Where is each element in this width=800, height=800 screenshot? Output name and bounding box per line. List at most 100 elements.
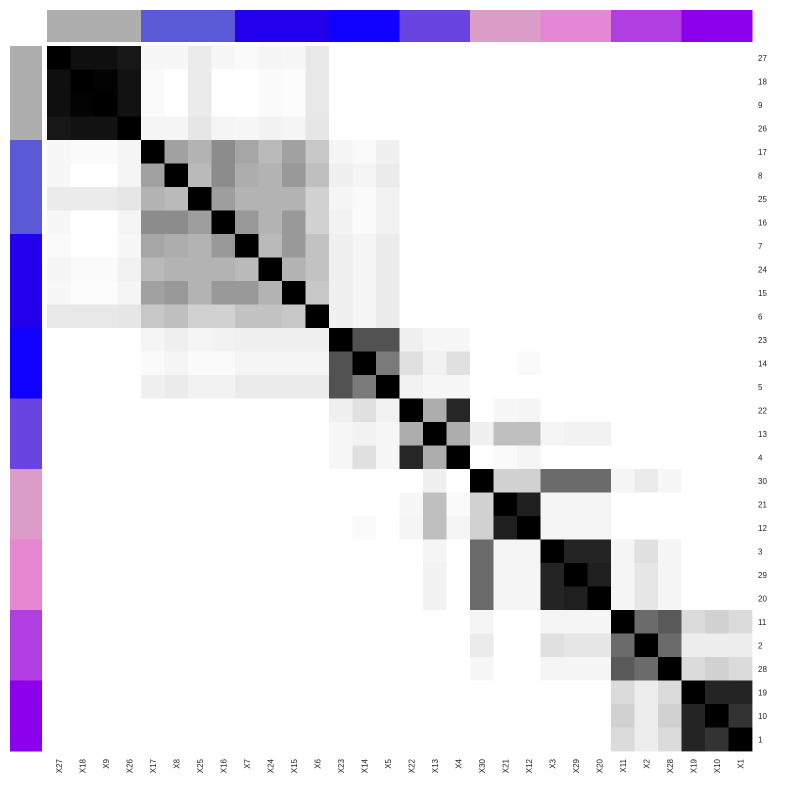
heatmap-cell bbox=[658, 586, 682, 611]
heatmap-cell bbox=[211, 210, 236, 235]
heatmap-cell bbox=[470, 422, 494, 446]
heatmap-cell bbox=[399, 610, 424, 634]
heatmap-cell bbox=[117, 281, 142, 305]
heatmap-cell bbox=[540, 375, 565, 399]
column-tick-label: X26 bbox=[125, 758, 134, 773]
heatmap-cell bbox=[188, 234, 212, 258]
heatmap-cell bbox=[188, 93, 212, 117]
heatmap-cell bbox=[540, 586, 565, 611]
heatmap-cell bbox=[164, 492, 189, 517]
heatmap-cell bbox=[235, 563, 259, 587]
heatmap-cell bbox=[141, 46, 165, 70]
heatmap-cell bbox=[705, 69, 729, 94]
heatmap-cell bbox=[141, 469, 165, 493]
heatmap-cell bbox=[681, 210, 706, 235]
heatmap-cell bbox=[399, 46, 424, 70]
heatmap-cell bbox=[517, 46, 541, 70]
heatmap-cell bbox=[329, 586, 353, 611]
heatmap-cell bbox=[517, 422, 541, 446]
heatmap-cell bbox=[329, 257, 353, 282]
heatmap-cell bbox=[305, 163, 330, 188]
heatmap-cell bbox=[634, 539, 659, 564]
heatmap-cell bbox=[705, 586, 729, 611]
heatmap-cell bbox=[728, 516, 753, 540]
heatmap-cell bbox=[446, 304, 471, 329]
heatmap-cell bbox=[634, 140, 659, 164]
heatmap-cell bbox=[376, 140, 400, 164]
heatmap-cell bbox=[399, 375, 424, 399]
heatmap-cell bbox=[376, 633, 400, 658]
heatmap-cell bbox=[587, 680, 612, 705]
heatmap-cell bbox=[305, 469, 330, 493]
heatmap-cell bbox=[141, 187, 165, 211]
heatmap-cell bbox=[376, 445, 400, 470]
heatmap-cell bbox=[70, 469, 95, 493]
heatmap-cell bbox=[587, 422, 612, 446]
row-tick-label: 11 bbox=[758, 618, 767, 627]
heatmap-cell bbox=[705, 234, 729, 258]
heatmap-cell bbox=[376, 281, 400, 305]
heatmap-cell bbox=[399, 492, 424, 517]
heatmap-cell bbox=[587, 140, 612, 164]
heatmap-cell bbox=[493, 46, 518, 70]
heatmap-cell bbox=[117, 563, 142, 587]
heatmap-cell bbox=[94, 586, 118, 611]
heatmap-cell bbox=[634, 680, 659, 705]
heatmap-cell bbox=[47, 727, 71, 752]
heatmap-cell bbox=[117, 140, 142, 164]
row-tick-label: 4 bbox=[758, 453, 763, 462]
row-tick-labels: 2718926178251672415623145221343021123292… bbox=[758, 54, 767, 745]
heatmap-cell bbox=[94, 140, 118, 164]
heatmap-cell bbox=[235, 69, 259, 94]
heatmap-cell bbox=[728, 234, 753, 258]
column-tick-label: X10 bbox=[713, 758, 722, 773]
column-tick-label: X6 bbox=[313, 758, 322, 768]
heatmap-cell bbox=[587, 375, 612, 399]
row-tick-label: 20 bbox=[758, 594, 767, 603]
heatmap-cell bbox=[728, 116, 753, 141]
heatmap-cell bbox=[611, 304, 635, 329]
heatmap-cell bbox=[117, 680, 142, 705]
heatmap-cell bbox=[352, 375, 377, 399]
heatmap-cell bbox=[305, 516, 330, 540]
heatmap-cell bbox=[329, 304, 353, 329]
heatmap-cell bbox=[329, 69, 353, 94]
heatmap-cell bbox=[728, 375, 753, 399]
heatmap-cell bbox=[423, 69, 447, 94]
heatmap-cell bbox=[540, 422, 565, 446]
heatmap-cell bbox=[376, 375, 400, 399]
heatmap-cell bbox=[423, 187, 447, 211]
heatmap-cell bbox=[681, 304, 706, 329]
heatmap-cell bbox=[540, 116, 565, 141]
heatmap-cell bbox=[141, 351, 165, 376]
heatmap-cell bbox=[117, 234, 142, 258]
heatmap-cell bbox=[329, 657, 353, 681]
heatmap-cell bbox=[611, 398, 635, 423]
heatmap-cell bbox=[517, 69, 541, 94]
heatmap-cell bbox=[329, 375, 353, 399]
heatmap-cell bbox=[211, 281, 236, 305]
heatmap-cell bbox=[117, 422, 142, 446]
heatmap-cell bbox=[470, 328, 494, 352]
heatmap-cell bbox=[164, 210, 189, 235]
heatmap-cell bbox=[164, 727, 189, 752]
row-tick-label: 9 bbox=[758, 101, 763, 110]
heatmap-cell bbox=[658, 469, 682, 493]
heatmap-cell bbox=[282, 304, 306, 329]
heatmap-cell bbox=[446, 163, 471, 188]
heatmap-cell bbox=[611, 469, 635, 493]
heatmap-cell bbox=[235, 492, 259, 517]
heatmap-cells bbox=[47, 46, 753, 752]
heatmap-cell bbox=[705, 727, 729, 752]
heatmap-cell bbox=[658, 187, 682, 211]
heatmap-cell bbox=[164, 516, 189, 540]
heatmap-cell bbox=[141, 610, 165, 634]
heatmap-cell bbox=[564, 234, 588, 258]
heatmap-cell bbox=[658, 492, 682, 517]
heatmap-cell bbox=[634, 351, 659, 376]
heatmap-cell bbox=[728, 140, 753, 164]
heatmap-cell bbox=[70, 93, 95, 117]
heatmap-cell bbox=[164, 257, 189, 282]
heatmap-cell bbox=[564, 657, 588, 681]
row-tick-label: 16 bbox=[758, 218, 767, 227]
